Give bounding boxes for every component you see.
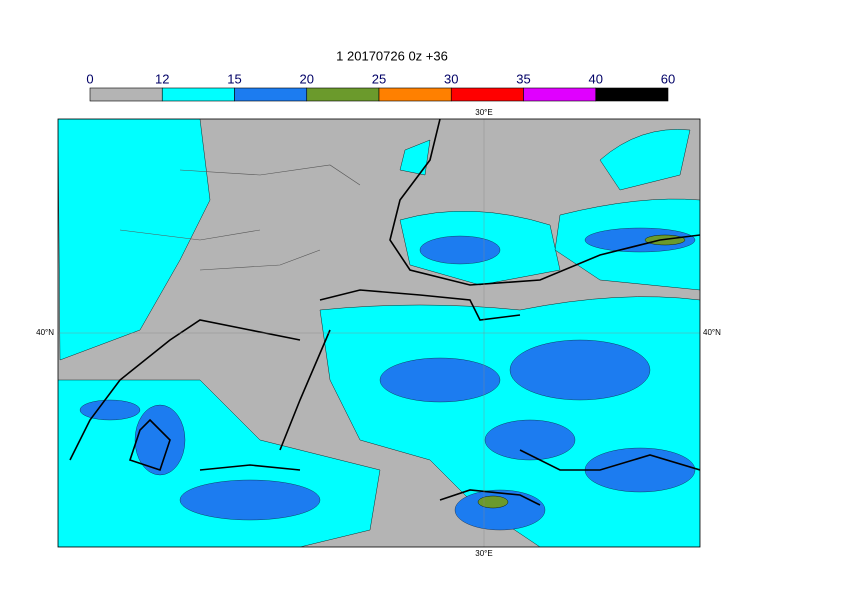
map-title: 1 20170726 0z +36 <box>336 48 448 63</box>
colorbar-label: 20 <box>300 71 314 86</box>
precip-area <box>58 119 211 361</box>
colorbar-segment <box>450 87 524 102</box>
coastline <box>69 289 521 461</box>
colorbar-segment <box>523 87 597 102</box>
precip-area <box>454 489 546 531</box>
precip-area <box>599 129 691 191</box>
border <box>119 164 361 271</box>
colorbar-label: 0 <box>86 71 93 86</box>
colorbar-segment <box>595 87 669 102</box>
coastline <box>128 418 301 472</box>
colorbar-segment <box>306 87 380 102</box>
precip-area <box>484 419 576 461</box>
colorbar-segment <box>161 87 235 102</box>
coastline <box>389 119 700 286</box>
map: 30°E 30°E 40°N 40°N <box>36 108 721 558</box>
colorbar-segment <box>89 87 163 102</box>
lon-label: 30°E <box>475 108 492 117</box>
lon-label: 30°E <box>475 549 492 558</box>
colorbar-label: 12 <box>155 71 169 86</box>
lat-label: 40°N <box>703 328 721 337</box>
precip-area <box>379 357 501 403</box>
lat-label: 40°N <box>36 328 54 337</box>
precip-area <box>584 227 696 253</box>
precip-area <box>509 339 651 401</box>
colorbar-segment <box>378 87 452 102</box>
colorbar-label: 60 <box>661 71 675 86</box>
colorbar-label: 25 <box>372 71 386 86</box>
colorbar: 0 12 15 20 25 30 35 40 60 <box>86 71 675 102</box>
colorbar-label: 40 <box>589 71 603 86</box>
colorbar-label: 30 <box>444 71 458 86</box>
precip-area <box>179 479 321 521</box>
precip-area <box>477 495 509 509</box>
colorbar-label: 15 <box>227 71 241 86</box>
precip-area <box>79 399 141 421</box>
colorbar-segment <box>234 87 308 102</box>
colorbar-label: 35 <box>516 71 530 86</box>
map-frame <box>57 118 701 548</box>
precip-area <box>419 235 501 265</box>
precip-area <box>399 139 431 176</box>
coastline <box>439 449 700 506</box>
